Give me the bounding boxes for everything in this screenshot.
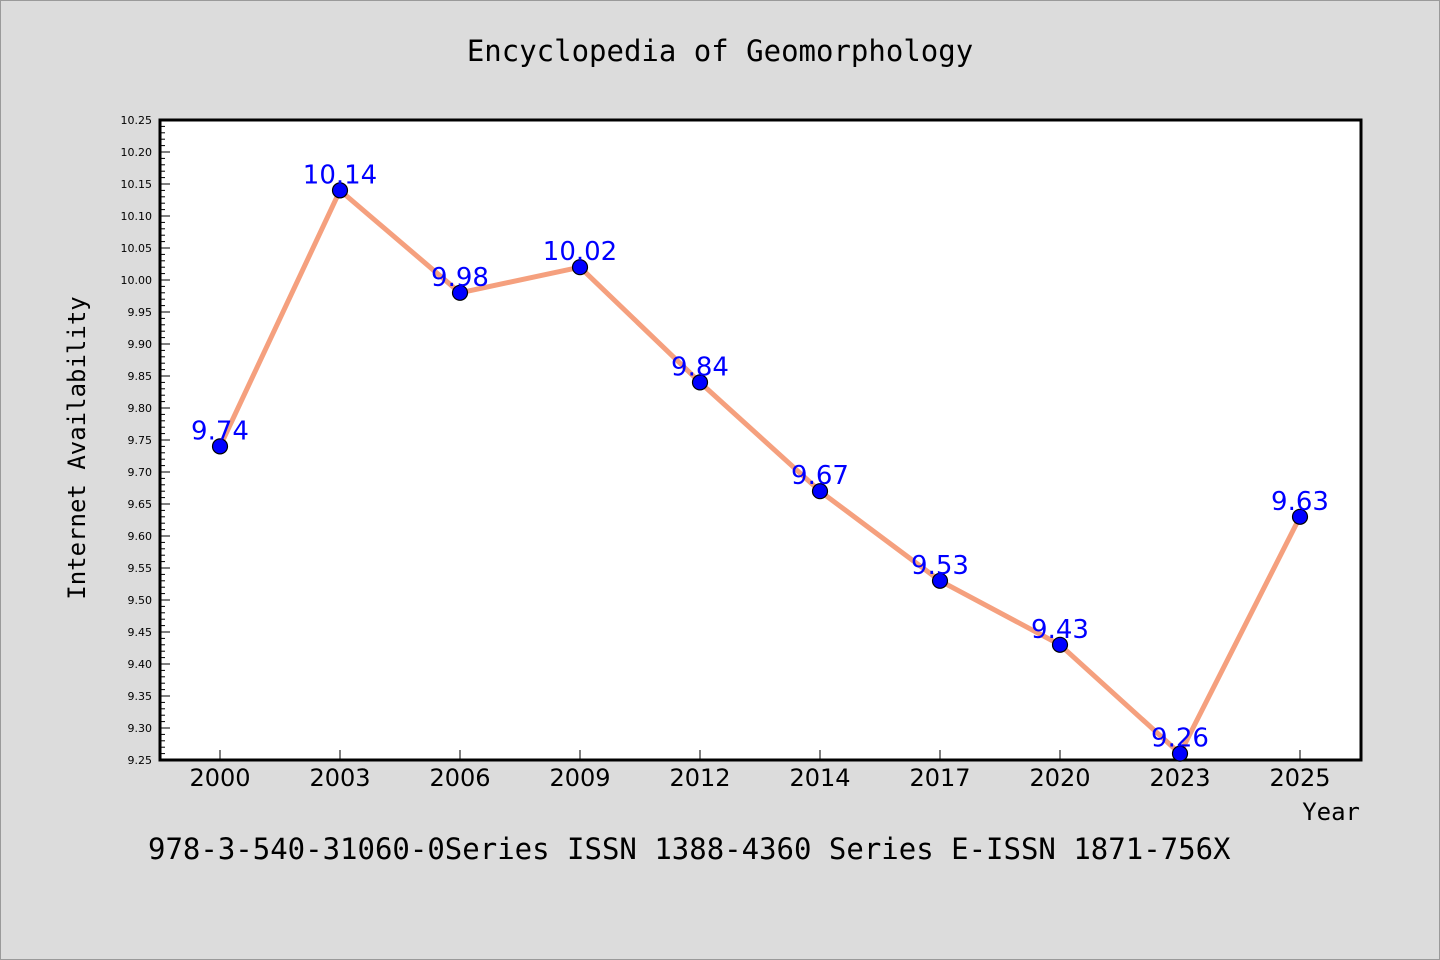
x-tick-label: 2000: [189, 764, 250, 792]
y-tick-label: 10.20: [121, 146, 153, 159]
data-point: [691, 374, 709, 391]
y-tick-label: 9.60: [128, 530, 153, 543]
data-label: 9.53: [911, 551, 969, 581]
y-tick-label: 9.70: [128, 466, 153, 479]
y-tick-label: 10.15: [121, 178, 153, 191]
data-labels: 9.74 10.14 9.98 10.02 9.84 9.67 9.53 9.43 9.26 9.…: [191, 160, 1329, 753]
data-label: 9.84: [671, 352, 729, 382]
data-point: [811, 483, 829, 500]
data-point: [571, 259, 589, 276]
data-label: 9.63: [1271, 487, 1329, 517]
y-tick-label: 10.00: [121, 274, 153, 287]
y-tick-label: 9.30: [128, 722, 153, 735]
x-tick-label: 2025: [1269, 764, 1330, 792]
y-tick-label: 9.35: [128, 690, 153, 703]
y-tick-label: 9.40: [128, 658, 153, 671]
x-tick-label: 2014: [789, 764, 850, 792]
y-axis: 9.25 9.30 9.35 9.40 9.45 9.50 9.55 9.60 9.65 9.70…: [121, 114, 170, 767]
x-tick-label: 2017: [909, 764, 970, 792]
y-tick-label: 10.25: [121, 114, 153, 127]
y-tick-label: 9.55: [128, 562, 153, 575]
series-line: [217, 187, 1303, 757]
x-tick-label: 2003: [309, 764, 370, 792]
x-tick-label: 2012: [669, 764, 730, 792]
y-tick-label: 9.50: [128, 594, 153, 607]
data-point: [331, 182, 349, 199]
x-axis-label: Year: [1302, 798, 1360, 826]
footnote: 978-3-540-31060-0Series ISSN 1388-4360 S…: [148, 832, 1231, 866]
data-point: [211, 438, 229, 455]
chart-title: Encyclopedia of Geomorphology: [466, 34, 974, 68]
y-tick-label: 10.10: [121, 210, 153, 223]
y-tick-label: 9.25: [128, 754, 153, 767]
y-axis-label: Internet Availability: [63, 296, 91, 599]
y-tick-label: 10.05: [121, 242, 153, 255]
data-label: 10.02: [543, 237, 617, 267]
y-tick-label: 9.90: [128, 338, 153, 351]
x-tick-label: 2023: [1149, 764, 1210, 792]
data-point: [931, 572, 949, 589]
x-tick-label: 2009: [549, 764, 610, 792]
x-tick-label: 2006: [429, 764, 490, 792]
data-label: 9.74: [191, 416, 249, 446]
data-label: 9.26: [1151, 724, 1209, 754]
data-label: 9.67: [791, 461, 849, 491]
y-tick-label: 9.45: [128, 626, 153, 639]
data-point: [451, 284, 469, 301]
data-point: [1291, 508, 1309, 525]
y-tick-label: 9.75: [128, 434, 153, 447]
y-tick-label: 9.85: [128, 370, 153, 383]
data-label: 9.43: [1031, 615, 1089, 645]
y-tick-label: 9.95: [128, 306, 153, 319]
data-label: 9.98: [431, 263, 489, 293]
data-markers: [211, 182, 1309, 762]
x-axis: 2000 2003 2006 2009 2012 2014 2017 2020 2023 2025: [189, 750, 1331, 792]
x-tick-label: 2020: [1029, 764, 1090, 792]
y-tick-label: 9.80: [128, 402, 153, 415]
data-point: [1171, 745, 1189, 762]
data-point: [1051, 636, 1069, 653]
y-tick-label: 9.65: [128, 498, 153, 511]
data-label: 10.14: [303, 160, 377, 190]
